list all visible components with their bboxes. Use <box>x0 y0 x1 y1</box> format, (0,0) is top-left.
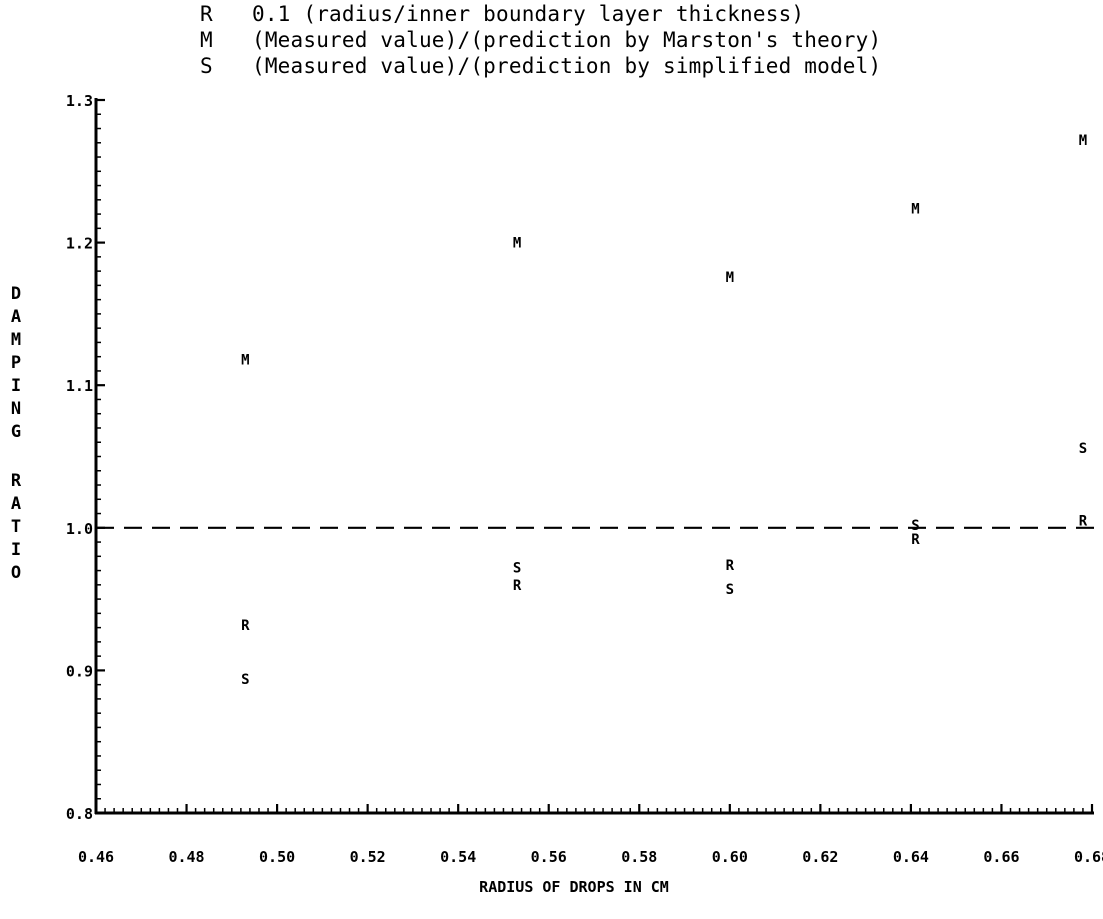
y-label-letter: T <box>10 517 22 537</box>
x-tick-label: 0.54 <box>440 848 476 866</box>
data-point-r: R <box>513 578 522 594</box>
data-point-s: S <box>726 582 734 598</box>
legend-text: (Measured value)/(prediction by simplifi… <box>252 54 882 78</box>
x-tick-label: 0.66 <box>983 848 1019 866</box>
data-point-m: M <box>241 353 249 369</box>
y-label-letter: A <box>10 494 22 514</box>
y-tick-label: 0.8 <box>66 805 93 823</box>
data-point-s: S <box>911 518 919 534</box>
x-tick-label: 0.56 <box>531 848 567 866</box>
y-label-letter: D <box>10 284 22 304</box>
data-point-r: R <box>1079 514 1088 530</box>
data-point-r: R <box>911 532 920 548</box>
data-point-m: M <box>726 270 734 286</box>
y-tick-label: 1.2 <box>66 235 93 253</box>
x-tick-label: 0.68 <box>1074 848 1103 866</box>
y-label-letter: O <box>10 563 22 583</box>
legend-entry-m: M (Measured value)/(prediction by Marston… <box>200 28 881 52</box>
data-point-r: R <box>241 618 250 634</box>
y-label-letter: I <box>10 540 22 560</box>
y-label-letter: M <box>10 330 22 350</box>
x-tick-label: 0.58 <box>621 848 657 866</box>
legend-entry-r: R 0.1 (radius/inner boundary layer thickn… <box>200 2 804 26</box>
y-tick-label: 1.3 <box>66 92 93 110</box>
legend-symbol: S <box>200 54 213 78</box>
legend-entry-s: S (Measured value)/(prediction by simplif… <box>200 54 881 78</box>
data-point-m: M <box>911 201 919 217</box>
x-tick-label: 0.64 <box>893 848 929 866</box>
y-label-letter: I <box>10 376 22 396</box>
y-label-letter: P <box>10 353 22 373</box>
y-label-letter: G <box>10 422 22 442</box>
data-point-m: M <box>1079 133 1087 149</box>
x-tick-label: 0.52 <box>350 848 386 866</box>
y-label-letter: A <box>10 307 22 327</box>
legend-text: 0.1 (radius/inner boundary layer thickne… <box>252 2 805 26</box>
x-tick-label: 0.46 <box>78 848 114 866</box>
data-point-m: M <box>513 236 521 252</box>
x-tick-label: 0.48 <box>168 848 204 866</box>
x-tick-label: 0.50 <box>259 848 295 866</box>
legend-symbol: M <box>200 28 213 52</box>
y-tick-label: 1.0 <box>66 520 93 538</box>
x-tick-label: 0.62 <box>802 848 838 866</box>
y-label-letter: R <box>10 471 22 491</box>
data-point-s: S <box>241 672 249 688</box>
x-axis-label: RADIUS OF DROPS IN CM <box>479 878 669 896</box>
data-point-s: S <box>513 561 521 577</box>
data-point-s: S <box>1079 441 1087 457</box>
legend-text: (Measured value)/(prediction by Marston'… <box>252 28 882 52</box>
x-tick-label: 0.60 <box>712 848 748 866</box>
y-tick-label: 0.9 <box>66 662 93 680</box>
y-tick-label: 1.1 <box>66 377 93 395</box>
y-label-letter: N <box>10 399 22 419</box>
data-point-r: R <box>726 558 735 574</box>
legend-symbol: R <box>200 2 213 26</box>
